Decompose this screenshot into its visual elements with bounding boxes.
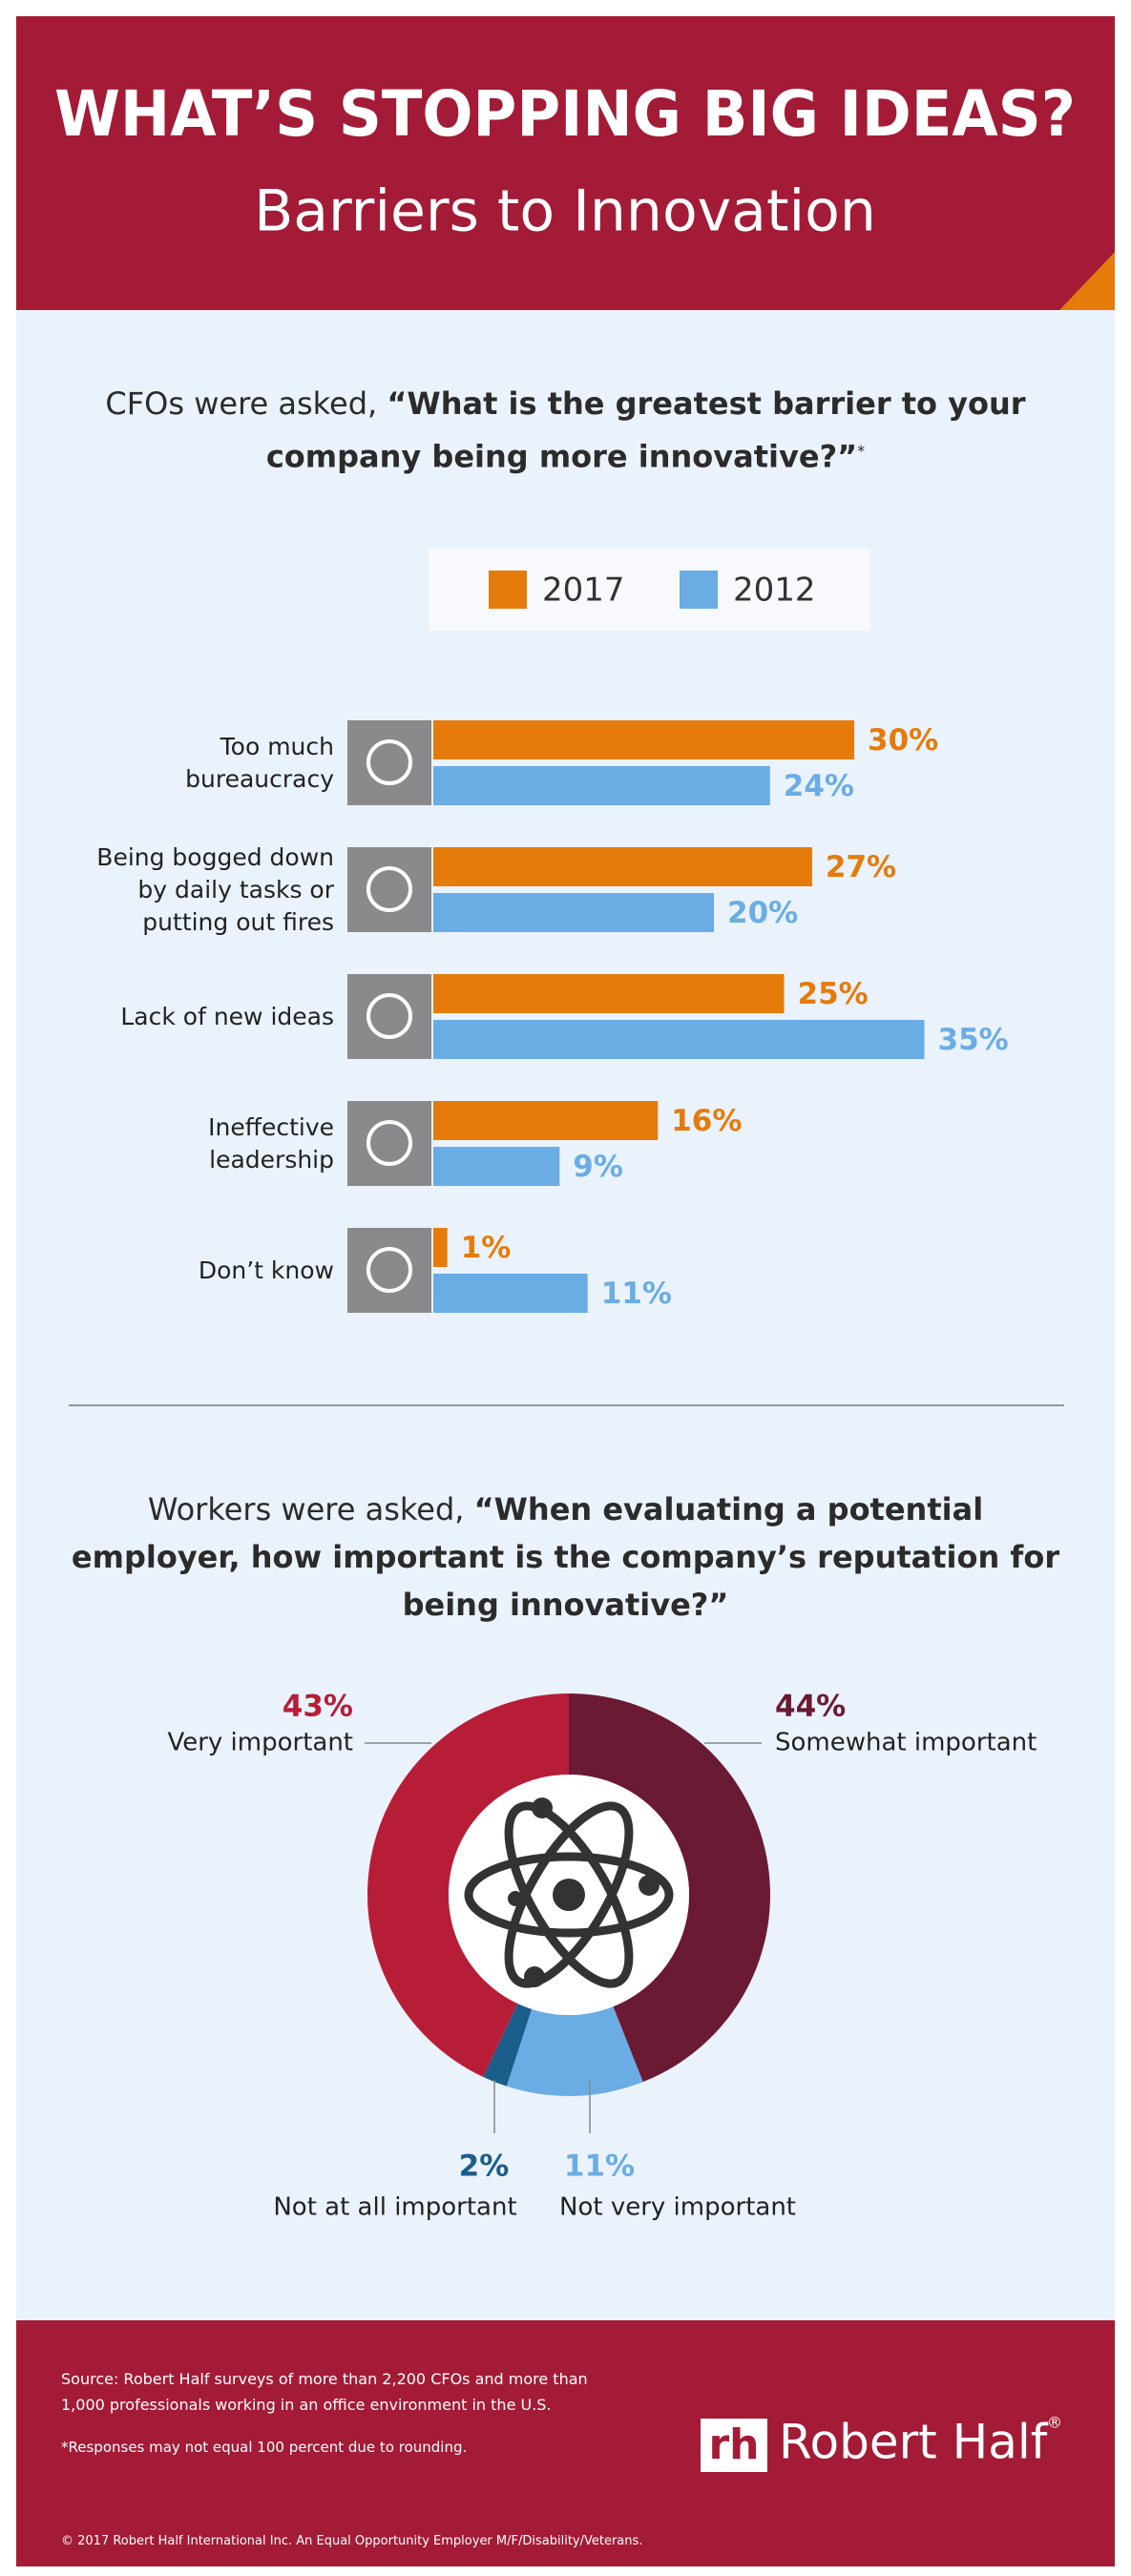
bar [433, 1020, 925, 1059]
title: WHAT’S STOPPING BIG IDEAS? [54, 77, 1076, 151]
electron [639, 1875, 660, 1896]
question-text: “What is the greatest barrier to your co… [265, 385, 1026, 475]
subtitle: Barriers to Innovation [254, 178, 876, 245]
value-label: 30% [868, 723, 938, 758]
question-lead: Workers were asked, [147, 1491, 465, 1527]
corner-fold-shade [1059, 252, 1115, 310]
category-label: Not at all important [273, 2193, 516, 2222]
nucleus [553, 1879, 585, 1911]
question-1: CFOs were asked, “What is the greatest b… [57, 380, 1074, 481]
atom-icon [464, 1797, 674, 1988]
electron [532, 1797, 553, 1818]
bar [433, 720, 854, 759]
copyright: © 2017 Robert Half International Inc. An… [61, 2534, 643, 2548]
category-label: Ineffective leadership [208, 1113, 334, 1174]
value-label: 20% [727, 896, 798, 930]
donut-segment [569, 1693, 770, 2083]
value-label: 43% [283, 1690, 353, 1724]
category-label: Too much bureaucracy [185, 733, 334, 793]
category-label: Not very important [559, 2193, 796, 2222]
footer-band [16, 2320, 1115, 2566]
category-label: Being bogged down by daily tasks or putt… [96, 843, 334, 936]
legend-swatch [489, 571, 527, 609]
donut-segment [367, 1693, 569, 2077]
question-2: Workers were asked, “When evaluating a p… [67, 1485, 1064, 1629]
electron [524, 1966, 545, 1987]
orbit [464, 1852, 674, 1938]
value-label: 11% [564, 2150, 635, 2184]
note: *Responses may not equal 100 percent due… [61, 2439, 468, 2456]
orbit [504, 1801, 634, 1988]
icon-box [347, 974, 431, 1059]
bar [433, 1228, 448, 1267]
value-label: 25% [798, 977, 869, 1011]
icon-glyph [367, 1120, 412, 1166]
legend-label: 2012 [733, 571, 816, 610]
logo-reg: ® [1047, 2414, 1062, 2432]
bar [433, 1274, 588, 1313]
header-band [16, 16, 1115, 310]
orbit [504, 1801, 634, 1988]
bar [433, 974, 785, 1013]
logo-mark: rh [708, 2420, 759, 2469]
icon-box [347, 1101, 431, 1186]
electron [508, 1891, 523, 1906]
value-label: 35% [938, 1023, 1009, 1057]
icon-glyph [367, 1247, 412, 1293]
bar [433, 893, 714, 932]
question-note: * [857, 442, 866, 460]
icon-glyph [367, 993, 412, 1039]
value-label: 2% [459, 2150, 510, 2184]
value-label: 24% [784, 769, 854, 803]
question-text: “When evaluating a potential employer, h… [71, 1491, 1060, 1623]
value-label: 1% [461, 1231, 512, 1265]
question-lead: CFOs were asked, [105, 385, 378, 422]
icon-box [347, 847, 431, 932]
category-label: Somewhat important [775, 1729, 1037, 1757]
value-label: 16% [671, 1104, 742, 1138]
donut-segment [483, 2004, 533, 2087]
value-label: 11% [601, 1277, 672, 1311]
value-label: 44% [775, 1690, 846, 1724]
icon-box [347, 1228, 431, 1313]
category-label: Don’t know [198, 1257, 334, 1284]
bar [433, 1101, 659, 1140]
bar [433, 766, 770, 805]
logo-box [701, 2419, 767, 2472]
bar [433, 1147, 560, 1186]
donut-segment [506, 2006, 643, 2097]
legend-swatch [680, 571, 718, 609]
logo-text: Robert Half [779, 2415, 1049, 2470]
value-label: 9% [573, 1150, 623, 1184]
value-label: 27% [826, 850, 896, 884]
legend-label: 2017 [542, 571, 625, 610]
category-label: Lack of new ideas [120, 1003, 334, 1030]
source: Source: Robert Half surveys of more than… [61, 2370, 588, 2414]
category-label: Very important [167, 1729, 353, 1757]
icon-box [347, 720, 431, 805]
icon-glyph [367, 866, 412, 912]
icon-glyph [367, 739, 412, 785]
bar [433, 847, 812, 886]
